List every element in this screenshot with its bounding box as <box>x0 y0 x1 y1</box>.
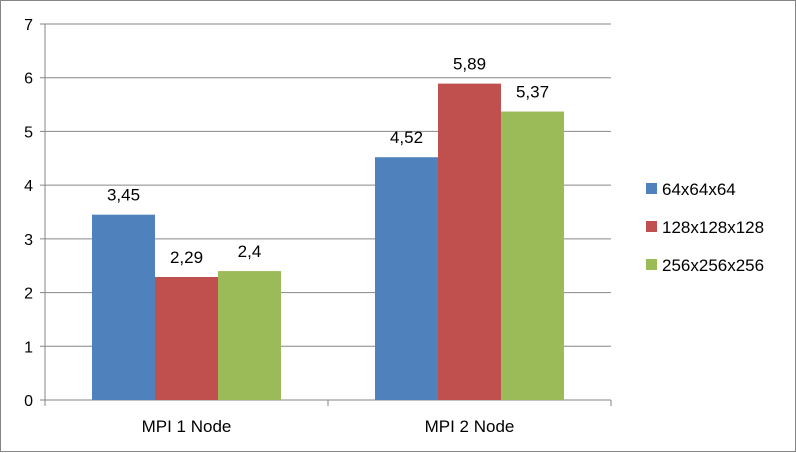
y-tick-label: 6 <box>24 71 33 88</box>
y-tick-label: 3 <box>24 232 33 249</box>
bar <box>218 271 281 400</box>
data-label: 3,45 <box>107 186 140 205</box>
data-label: 2,4 <box>238 242 262 261</box>
legend-swatch <box>646 259 657 270</box>
x-category-label: MPI 2 Node <box>425 417 515 436</box>
bar <box>92 214 155 400</box>
data-label: 4,52 <box>390 128 423 147</box>
y-tick-label: 5 <box>24 124 33 141</box>
data-label: 5,89 <box>453 55 486 74</box>
y-tick-label: 4 <box>24 178 33 195</box>
y-tick-label: 7 <box>24 17 33 34</box>
bar <box>155 276 218 400</box>
x-category-label: MPI 1 Node <box>142 417 232 436</box>
data-label: 2,29 <box>170 248 203 267</box>
y-tick-label: 0 <box>24 393 33 410</box>
data-label: 5,37 <box>516 83 549 102</box>
bar <box>375 157 438 400</box>
bar <box>501 111 564 400</box>
y-tick-label: 2 <box>24 286 33 303</box>
bar <box>438 83 501 400</box>
legend-label: 256x256x256 <box>662 256 764 275</box>
y-tick-label: 1 <box>24 339 33 356</box>
legend-label: 128x128x128 <box>662 218 764 237</box>
legend-swatch <box>646 221 657 232</box>
legend-label: 64x64x64 <box>662 180 736 199</box>
legend-swatch <box>646 183 657 194</box>
